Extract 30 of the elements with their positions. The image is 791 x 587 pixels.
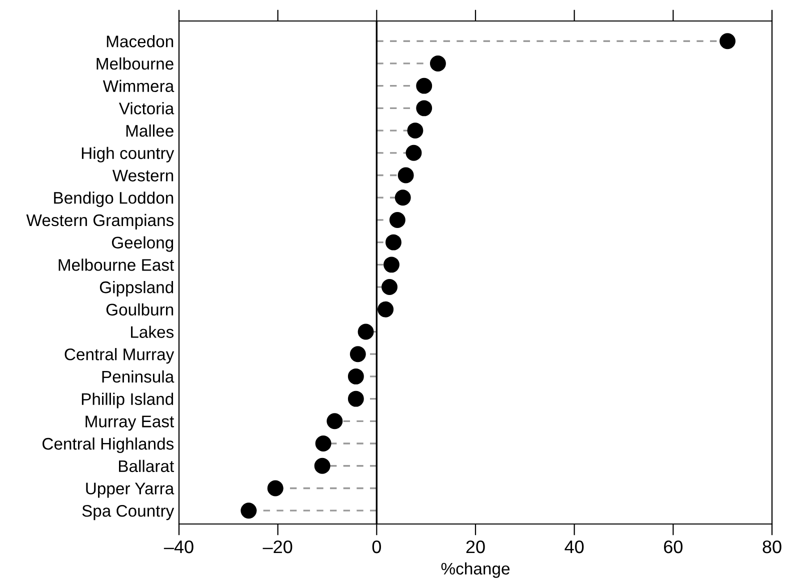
y-tick-label: Peninsula [102,370,174,383]
x-tick-label: 60 [664,540,683,554]
y-tick-label: Goulburn [106,303,174,316]
y-tick-label: High country [82,146,174,162]
x-tick-label: 0 [372,540,381,554]
y-tick-label: Upper Yarra [86,482,174,498]
y-tick-label: Geelong [112,236,174,252]
y-tick-label: Central Murray [64,348,174,364]
y-tick-label: Western Grampians [26,214,174,230]
y-tick-label: Spa Country [82,504,174,520]
y-tick-label: Western [112,170,174,182]
y-tick-label: Phillip Island [82,392,174,408]
y-tick-label: Melbourne [96,57,174,70]
x-tick-label: 40 [564,540,584,554]
y-tick-label: Wimmera [102,80,174,92]
x-tick-label: 20 [466,540,485,554]
x-axis-title: %change [441,562,510,578]
y-tick-label: Macedon [106,35,174,48]
y-tick-label: Melbourne East [58,258,174,271]
y-tick-label: Mallee [126,124,174,137]
y-tick-label: Gippsland [100,280,174,297]
y-tick-label: Victoria [118,102,174,114]
y-tick-label: Bendigo Loddon [54,192,174,208]
y-tick-label: Central Highlands [42,437,174,454]
y-tick-label: Lakes [131,326,174,338]
x-tick-label: 80 [762,540,782,554]
x-tick-label: –40 [164,540,194,554]
x-tick-label: –20 [262,540,292,554]
y-tick-label: Ballarat [119,460,174,472]
y-tick-label: Murray East [86,416,174,431]
